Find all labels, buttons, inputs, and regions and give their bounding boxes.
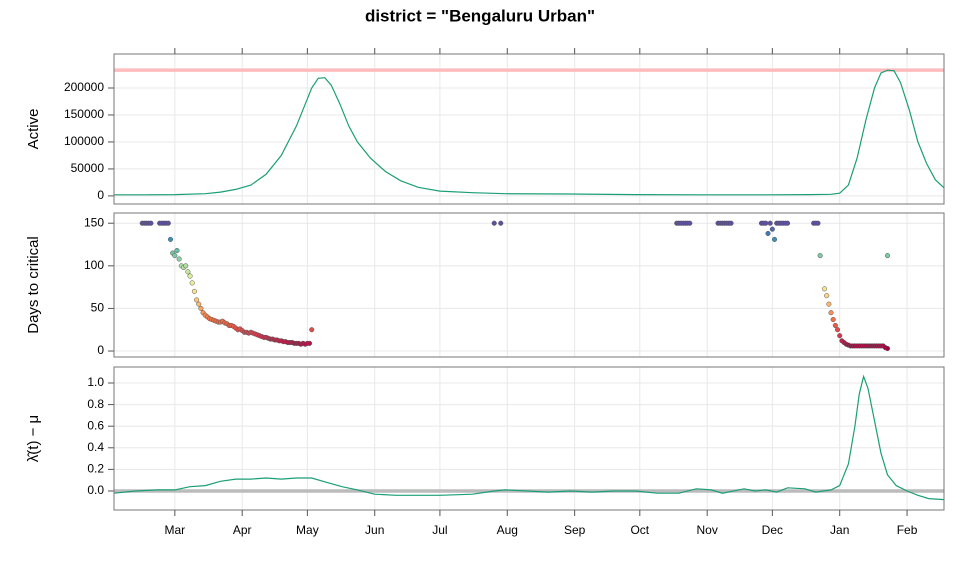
y-tick-label: 100	[84, 258, 104, 272]
point	[884, 253, 891, 259]
x-tick-label: Dec	[762, 523, 783, 537]
y-axis-label: Days to critical	[25, 236, 42, 334]
panel-frame	[113, 53, 945, 205]
point	[830, 316, 836, 323]
y-tick-label: 50	[91, 301, 105, 315]
point	[837, 333, 843, 339]
x-tick-label: Mar	[165, 523, 186, 537]
point	[785, 220, 791, 226]
point	[824, 293, 830, 299]
x-tick-label: Aug	[497, 523, 518, 537]
line	[114, 69, 945, 196]
point	[769, 226, 775, 232]
point	[196, 301, 202, 307]
line	[113, 374, 945, 501]
x-tick-label: Sep	[564, 523, 586, 537]
point	[306, 340, 313, 346]
point	[172, 253, 178, 259]
point	[491, 220, 497, 226]
x-tick-label: Apr	[233, 523, 252, 537]
panel-frame	[113, 212, 945, 358]
point	[194, 297, 200, 303]
point	[821, 286, 828, 292]
point	[183, 263, 189, 269]
point	[767, 220, 773, 226]
y-tick-label: 150000	[64, 107, 104, 121]
point	[309, 327, 315, 333]
x-tick-label: May	[296, 523, 319, 537]
y-tick-label: 1.0	[87, 375, 104, 389]
point	[834, 327, 841, 333]
point	[185, 269, 191, 275]
y-tick-label: 150	[84, 215, 104, 229]
y-tick-label: 0	[97, 343, 104, 357]
y-tick-label: 0.0	[87, 483, 104, 497]
point	[817, 253, 823, 259]
chart-title: district = "Bengaluru Urban"	[365, 6, 595, 25]
point	[189, 280, 195, 286]
point	[167, 236, 174, 242]
point	[165, 220, 171, 226]
y-axis-label: Active	[25, 109, 42, 150]
x-tick-label: Jan	[830, 523, 849, 537]
y-tick-label: 0.6	[87, 418, 104, 432]
x-tick-label: Feb	[897, 523, 918, 537]
y-tick-label: 100000	[64, 134, 104, 148]
point	[815, 220, 821, 226]
point	[763, 220, 769, 226]
point	[771, 236, 778, 242]
panel-frame	[113, 366, 945, 511]
x-tick-label: Oct	[630, 523, 649, 537]
point	[728, 220, 734, 226]
point	[687, 220, 693, 226]
y-tick-label: 200000	[64, 80, 104, 94]
y-tick-label: 0.2	[87, 462, 104, 476]
point	[765, 230, 771, 236]
point	[176, 256, 182, 262]
y-axis-label: λ̂(t) − μ	[25, 415, 42, 462]
point	[498, 220, 504, 226]
point	[884, 345, 891, 352]
y-tick-label: 0	[97, 188, 104, 202]
point	[198, 305, 204, 311]
y-tick-label: 0.4	[87, 440, 104, 454]
point	[174, 247, 180, 254]
point	[191, 288, 197, 294]
x-tick-label: Jun	[365, 523, 384, 537]
x-tick-label: Nov	[696, 523, 717, 537]
x-tick-label: Jul	[432, 523, 447, 537]
point	[148, 220, 154, 226]
point	[187, 273, 193, 279]
point	[826, 301, 832, 307]
y-tick-label: 0.8	[87, 397, 104, 411]
point	[828, 310, 834, 316]
y-tick-label: 50000	[71, 161, 105, 175]
point	[832, 322, 838, 329]
